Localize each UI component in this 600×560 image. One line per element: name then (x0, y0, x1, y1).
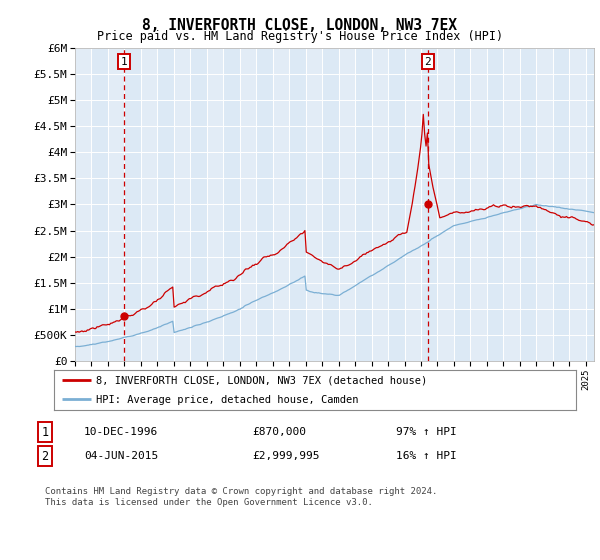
Bar (569, 48, 586, 361)
Text: 1: 1 (41, 426, 49, 439)
Text: £2,999,995: £2,999,995 (252, 451, 320, 461)
Text: 10-DEC-1996: 10-DEC-1996 (84, 427, 158, 437)
Text: 97% ↑ HPI: 97% ↑ HPI (396, 427, 457, 437)
Text: 04-JUN-2015: 04-JUN-2015 (84, 451, 158, 461)
Text: 8, INVERFORTH CLOSE, LONDON, NW3 7EX: 8, INVERFORTH CLOSE, LONDON, NW3 7EX (143, 18, 458, 33)
Bar (207, 48, 223, 361)
Bar (174, 48, 190, 361)
Text: 8, INVERFORTH CLOSE, LONDON, NW3 7EX (detached house): 8, INVERFORTH CLOSE, LONDON, NW3 7EX (de… (96, 375, 427, 385)
Text: 16% ↑ HPI: 16% ↑ HPI (396, 451, 457, 461)
Text: HPI: Average price, detached house, Camden: HPI: Average price, detached house, Camd… (96, 395, 358, 405)
Bar (273, 48, 289, 361)
Bar (108, 48, 124, 361)
Text: Price paid vs. HM Land Registry's House Price Index (HPI): Price paid vs. HM Land Registry's House … (97, 30, 503, 43)
Bar (240, 48, 256, 361)
Bar (338, 48, 355, 361)
Bar (305, 48, 322, 361)
Bar (75, 48, 91, 361)
Text: Contains HM Land Registry data © Crown copyright and database right 2024.
This d: Contains HM Land Registry data © Crown c… (45, 487, 437, 507)
Bar (371, 48, 388, 361)
Bar (437, 48, 454, 361)
Bar (404, 48, 421, 361)
Bar (536, 48, 553, 361)
Text: 1: 1 (121, 57, 127, 67)
Text: £870,000: £870,000 (252, 427, 306, 437)
Bar (470, 48, 487, 361)
Bar (141, 48, 157, 361)
Text: 2: 2 (424, 57, 431, 67)
Bar (503, 48, 520, 361)
Text: 2: 2 (41, 450, 49, 463)
